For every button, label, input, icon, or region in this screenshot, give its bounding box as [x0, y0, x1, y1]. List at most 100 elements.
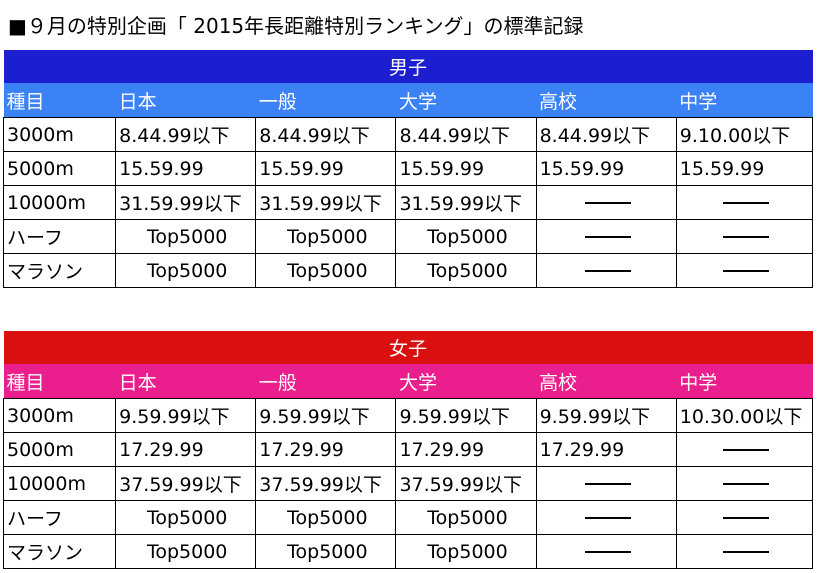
dash-line: [584, 517, 631, 519]
column-header-high-school: 高校: [536, 83, 677, 118]
dash-line: [584, 270, 631, 272]
no-record-cell: [535, 253, 677, 288]
no-record-cell: [535, 500, 677, 535]
table-row: 10000m 31.59.99以下 31.59.99以下 31.59.99以下: [2, 185, 814, 220]
event-cell: 10000m: [2, 185, 117, 220]
table-row: 5000m 15.59.99 15.59.99 15.59.99 15.59.9…: [2, 151, 814, 186]
event-cell: ハーフ: [2, 219, 117, 254]
no-record-cell: [535, 466, 677, 501]
page-title: ■９月の特別企画「 2015年長距離特別ランキング」の標準記録: [8, 14, 584, 38]
record-cell: Top5000: [255, 500, 397, 535]
record-cell: 31.59.99以下: [395, 185, 537, 220]
dash-line: [722, 483, 769, 485]
dash-line: [722, 236, 769, 238]
no-record-cell: [675, 219, 814, 254]
column-header-university: 大学: [395, 83, 537, 118]
table-row: マラソン Top5000 Top5000 Top5000: [2, 534, 814, 569]
record-cell: 15.59.99: [535, 151, 677, 186]
dash-line: [584, 483, 631, 485]
record-cell: 15.59.99: [395, 151, 537, 186]
record-cell: Top5000: [115, 534, 257, 569]
column-header-university: 大学: [395, 364, 537, 399]
dash-line: [722, 202, 769, 204]
column-header-event: 種目: [3, 364, 116, 399]
record-cell: Top5000: [115, 500, 257, 535]
record-cell: 9.59.99以下: [115, 398, 257, 433]
record-cell: 37.59.99以下: [395, 466, 537, 501]
no-record-cell: [675, 253, 814, 288]
record-cell: 9.10.00以下: [675, 117, 814, 152]
no-record-cell: [675, 466, 814, 501]
no-record-cell: [675, 185, 814, 220]
record-cell: 9.59.99以下: [535, 398, 677, 433]
record-cell: 17.29.99: [395, 432, 537, 467]
no-record-cell: [675, 534, 814, 569]
column-header-event: 種目: [3, 83, 116, 118]
table-row: 3000m 9.59.99以下 9.59.99以下 9.59.99以下 9.59…: [2, 398, 814, 433]
column-header-japan: 日本: [115, 364, 256, 399]
men-record-table: 男子 種目 日本 一般 大学 高校 中学 3000m 8.44.99以下 8.4…: [2, 50, 814, 288]
dash-line: [722, 551, 769, 553]
gender-label: 女子: [3, 331, 813, 364]
column-header-general: 一般: [255, 83, 396, 118]
column-header-high-school: 高校: [536, 364, 677, 399]
record-cell: 8.44.99以下: [115, 117, 257, 152]
column-header-junior-high: 中学: [676, 364, 813, 399]
gender-header-row: 男子: [3, 50, 813, 83]
dash-line: [584, 236, 631, 238]
column-header-general: 一般: [255, 364, 396, 399]
table-row: 5000m 17.29.99 17.29.99 17.29.99 17.29.9…: [2, 432, 814, 467]
dash-line: [584, 202, 631, 204]
record-cell: 17.29.99: [115, 432, 257, 467]
record-cell: Top5000: [115, 253, 257, 288]
record-cell: 31.59.99以下: [255, 185, 397, 220]
record-cell: 8.44.99以下: [535, 117, 677, 152]
record-cell: 37.59.99以下: [115, 466, 257, 501]
dash-line: [722, 270, 769, 272]
column-header-row: 種目 日本 一般 大学 高校 中学: [3, 83, 813, 118]
record-cell: Top5000: [395, 219, 537, 254]
table-row: 10000m 37.59.99以下 37.59.99以下 37.59.99以下: [2, 466, 814, 501]
dash-line: [584, 551, 631, 553]
table-row: 3000m 8.44.99以下 8.44.99以下 8.44.99以下 8.44…: [2, 117, 814, 152]
record-cell: 10.30.00以下: [675, 398, 814, 433]
event-cell: 3000m: [2, 398, 117, 433]
event-cell: 10000m: [2, 466, 117, 501]
record-cell: Top5000: [255, 219, 397, 254]
record-cell: Top5000: [395, 534, 537, 569]
event-cell: ハーフ: [2, 500, 117, 535]
record-cell: Top5000: [395, 253, 537, 288]
record-cell: Top5000: [255, 253, 397, 288]
no-record-cell: [535, 219, 677, 254]
no-record-cell: [675, 500, 814, 535]
column-header-japan: 日本: [115, 83, 256, 118]
record-cell: 15.59.99: [115, 151, 257, 186]
gender-header-row: 女子: [3, 331, 813, 364]
record-cell: 9.59.99以下: [395, 398, 537, 433]
event-cell: マラソン: [2, 253, 117, 288]
record-cell: 8.44.99以下: [255, 117, 397, 152]
event-cell: 5000m: [2, 151, 117, 186]
event-cell: 3000m: [2, 117, 117, 152]
record-cell: 17.29.99: [535, 432, 677, 467]
record-cell: 37.59.99以下: [255, 466, 397, 501]
no-record-cell: [675, 432, 814, 467]
table-row: マラソン Top5000 Top5000 Top5000: [2, 253, 814, 288]
event-cell: マラソン: [2, 534, 117, 569]
no-record-cell: [535, 534, 677, 569]
record-cell: Top5000: [255, 534, 397, 569]
column-header-junior-high: 中学: [676, 83, 813, 118]
dash-line: [722, 517, 769, 519]
event-cell: 5000m: [2, 432, 117, 467]
record-cell: 9.59.99以下: [255, 398, 397, 433]
table-row: ハーフ Top5000 Top5000 Top5000: [2, 500, 814, 535]
record-cell: 15.59.99: [675, 151, 814, 186]
gender-label: 男子: [3, 50, 813, 83]
record-cell: 17.29.99: [255, 432, 397, 467]
record-cell: 31.59.99以下: [115, 185, 257, 220]
table-row: ハーフ Top5000 Top5000 Top5000: [2, 219, 814, 254]
record-cell: 15.59.99: [255, 151, 397, 186]
column-header-row: 種目 日本 一般 大学 高校 中学: [3, 364, 813, 399]
no-record-cell: [535, 185, 677, 220]
women-record-table: 女子 種目 日本 一般 大学 高校 中学 3000m 9.59.99以下 9.5…: [2, 331, 814, 569]
